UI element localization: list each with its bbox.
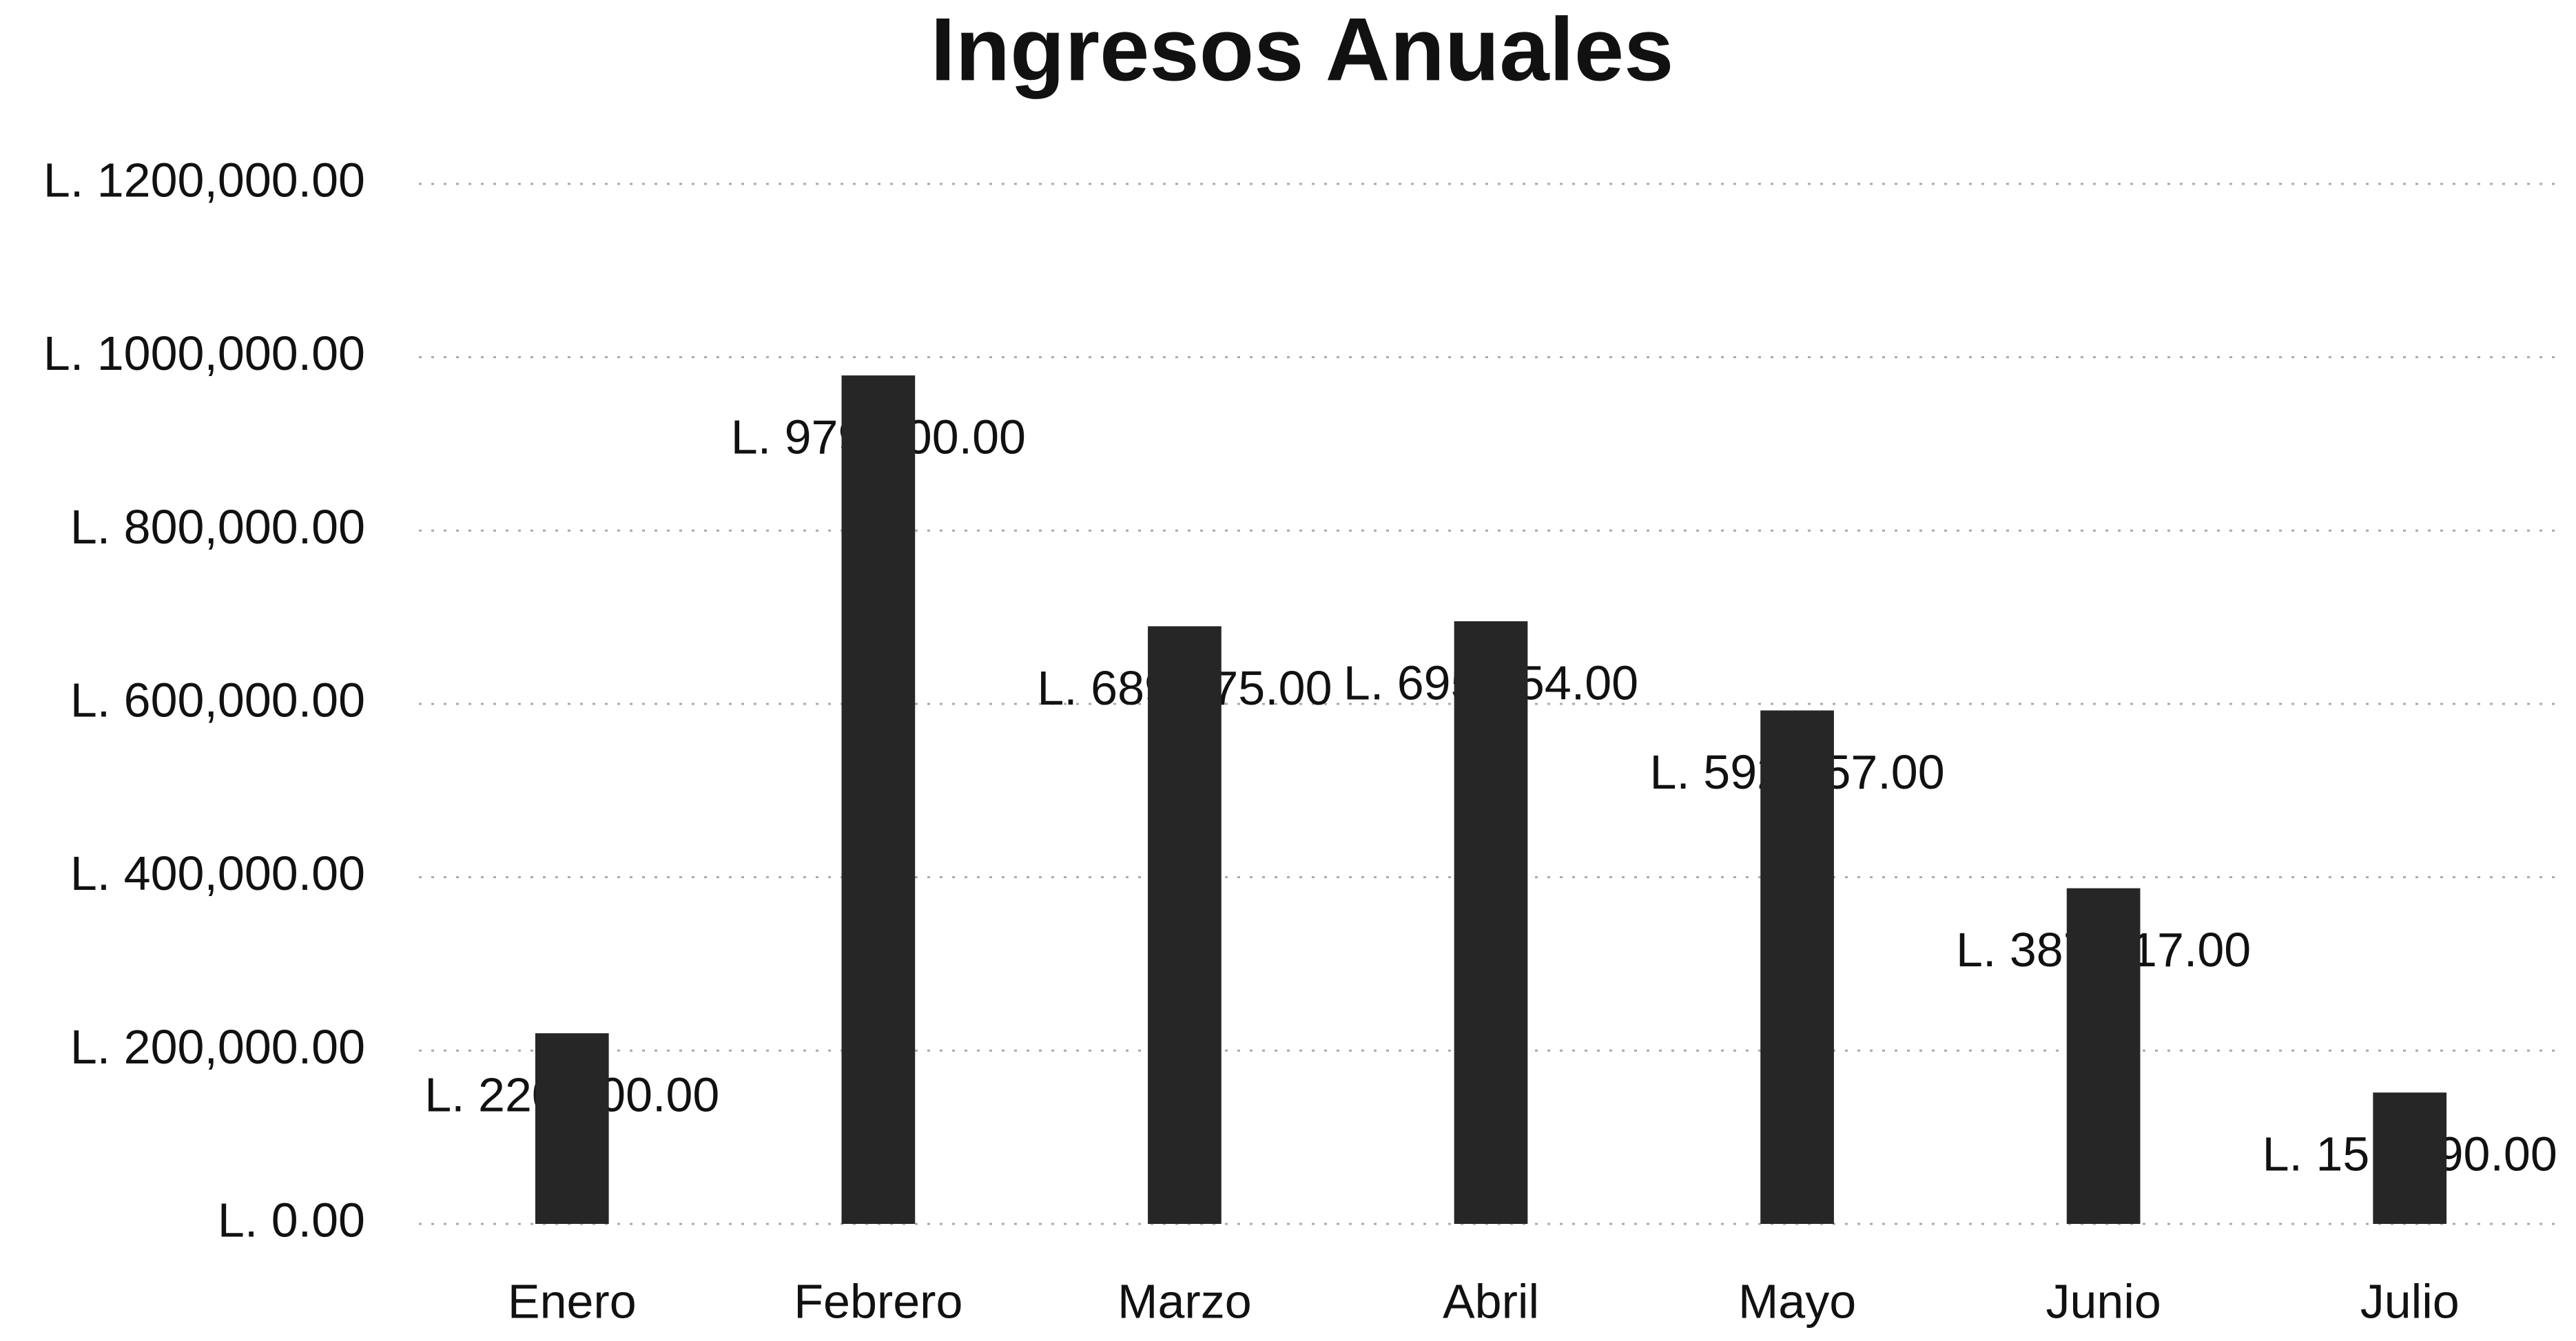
y-tick-label: L. 200,000.00 xyxy=(70,1020,365,1074)
x-tick-label: Marzo xyxy=(1117,1274,1251,1328)
y-tick-label: L. 1200,000.00 xyxy=(43,153,365,207)
bar xyxy=(2066,888,2141,1224)
bar xyxy=(1454,621,1528,1224)
x-tick-label: Febrero xyxy=(794,1274,962,1328)
y-tick-label: L. 600,000.00 xyxy=(70,673,365,727)
x-tick-label: Mayo xyxy=(1738,1274,1856,1328)
x-tick-label: Abril xyxy=(1443,1274,1539,1328)
y-tick-label: L. 1000,000.00 xyxy=(43,326,365,380)
x-tick-label: Junio xyxy=(2046,1274,2161,1328)
chart-title: Ingresos Anuales xyxy=(931,0,1674,99)
bar xyxy=(1148,626,1222,1224)
y-tick-label: L. 800,000.00 xyxy=(70,500,365,554)
bar xyxy=(841,375,916,1224)
x-tick-label: Enero xyxy=(508,1274,637,1328)
bar xyxy=(1760,710,1834,1224)
bar xyxy=(2373,1092,2447,1224)
y-tick-label: L. 0.00 xyxy=(218,1193,365,1247)
bar xyxy=(535,1033,609,1224)
y-tick-label: L. 400,000.00 xyxy=(70,846,365,900)
x-tick-label: Julio xyxy=(2360,1274,2460,1328)
